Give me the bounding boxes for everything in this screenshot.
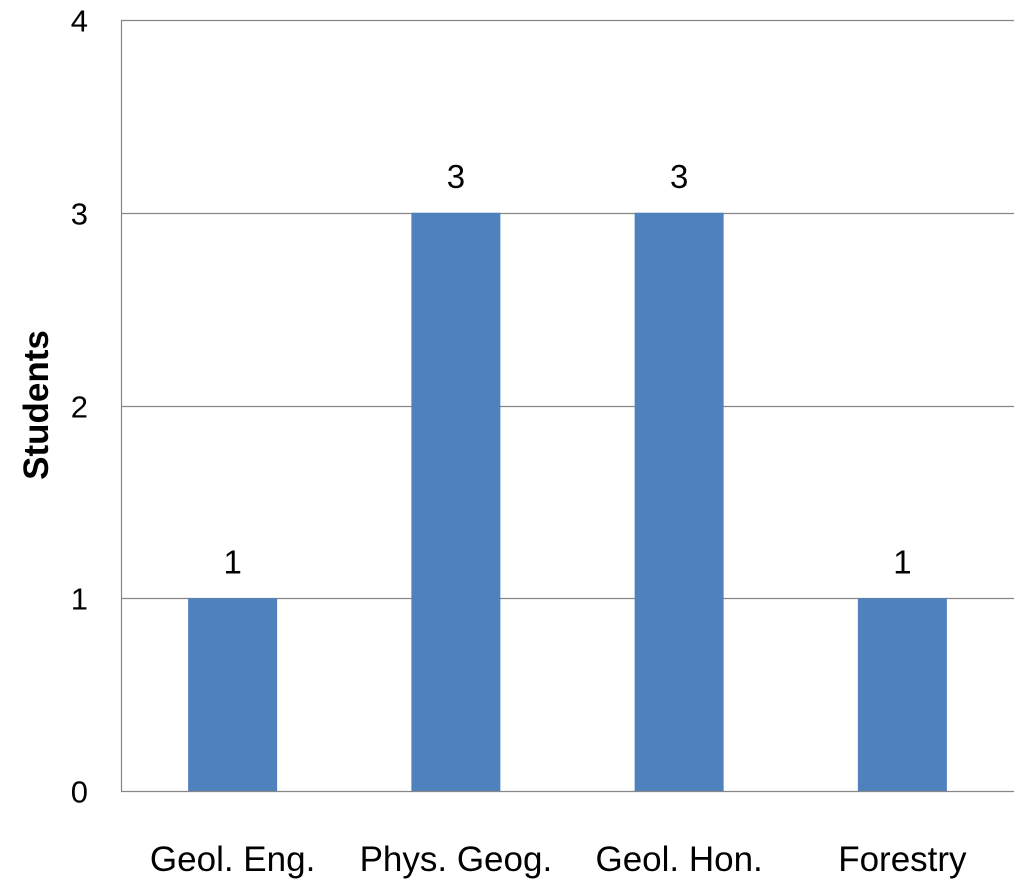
axes — [120, 20, 1014, 793]
x-category-label: Geol. Eng. — [150, 840, 315, 879]
bar — [634, 212, 724, 791]
y-tick-label: 0 — [71, 775, 88, 810]
x-category-label: Phys. Geog. — [360, 840, 553, 879]
x-category-label: Forestry — [838, 840, 967, 879]
data-label: 3 — [670, 158, 688, 195]
bar — [857, 598, 947, 791]
data-label: 1 — [223, 543, 241, 580]
y-axis-title: Students — [17, 330, 56, 480]
gridlines — [121, 19, 1014, 600]
y-tick-label: 2 — [71, 390, 88, 425]
bars — [188, 212, 947, 791]
y-tick-label: 3 — [71, 197, 88, 232]
data-label: 1 — [893, 543, 911, 580]
bar — [188, 598, 278, 791]
y-tick-label: 4 — [71, 4, 88, 39]
x-category-label: Geol. Hon. — [595, 840, 762, 879]
labels: 0 1 2 3 4 1 Geol. Eng. 3 Phys. Geog. 3 Geol. Hon. 1… — [71, 4, 967, 879]
bar — [411, 212, 501, 791]
y-tick-label: 1 — [71, 582, 88, 617]
data-label: 3 — [447, 158, 465, 195]
